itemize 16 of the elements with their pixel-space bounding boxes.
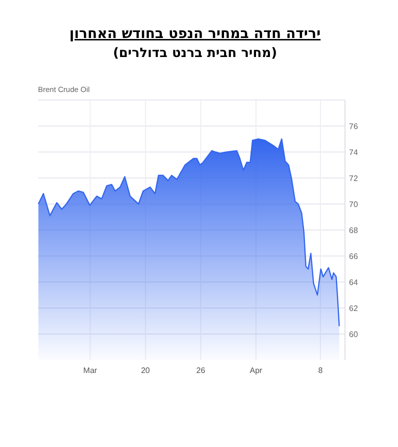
y-tick-label: 60 (349, 330, 358, 339)
y-tick-label: 70 (349, 200, 358, 209)
x-tick-label: Apr (250, 366, 263, 375)
y-tick-label: 74 (349, 148, 358, 157)
x-tick-label: Mar (83, 366, 98, 375)
y-tick-label: 62 (349, 304, 358, 313)
y-tick-label: 76 (349, 122, 358, 131)
x-tick-label: 26 (196, 366, 206, 375)
y-tick-label: 64 (349, 278, 358, 287)
y-tick-label: 68 (349, 226, 358, 235)
chart-subtitle: (מחיר חבית ברנט בדולרים) (112, 46, 278, 61)
chart-title: ירידה חדה במחיר הנפט בחודש האחרון (69, 26, 321, 42)
y-tick-label: 72 (349, 174, 358, 183)
x-tick-label: 8 (318, 366, 324, 375)
y-tick-label: 66 (349, 252, 358, 261)
x-tick-label: 20 (140, 366, 150, 375)
